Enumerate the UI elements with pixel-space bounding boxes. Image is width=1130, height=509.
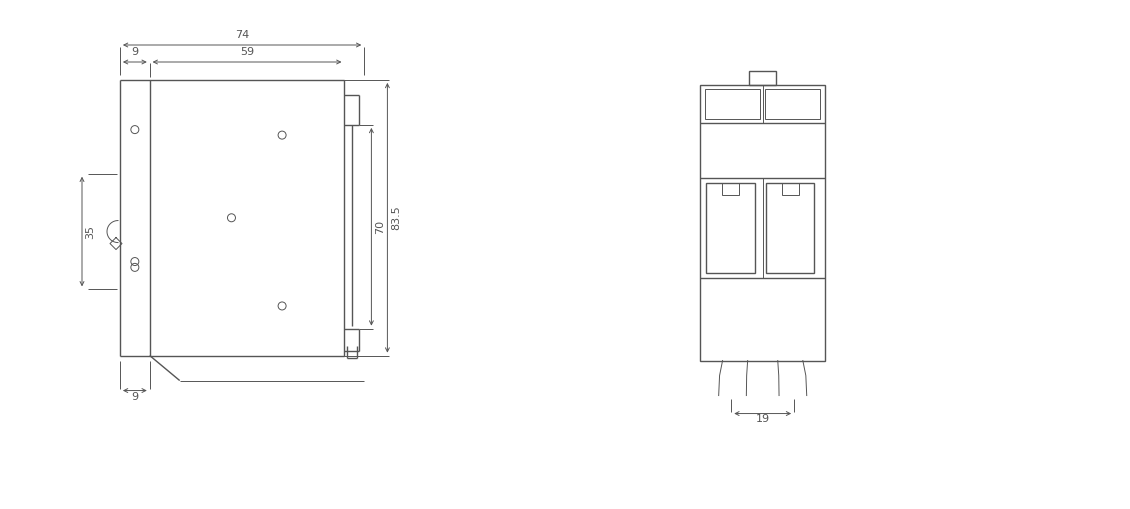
Text: 83.5: 83.5: [391, 206, 401, 230]
Text: 9: 9: [131, 47, 138, 57]
Bar: [149, 80, 345, 356]
Text: 59: 59: [240, 47, 254, 57]
Bar: [765, 89, 820, 119]
Bar: [766, 183, 815, 273]
Bar: [705, 89, 760, 119]
Text: 9: 9: [131, 391, 138, 402]
Text: 74: 74: [235, 30, 250, 40]
Bar: [749, 71, 776, 85]
Bar: [699, 85, 825, 360]
Bar: [722, 183, 739, 195]
Text: 19: 19: [756, 413, 770, 423]
Bar: [782, 183, 799, 195]
Text: 35: 35: [85, 224, 95, 239]
Bar: [706, 183, 755, 273]
Text: 70: 70: [375, 220, 385, 234]
